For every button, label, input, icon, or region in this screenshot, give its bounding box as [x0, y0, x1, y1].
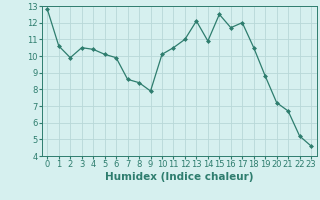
X-axis label: Humidex (Indice chaleur): Humidex (Indice chaleur): [105, 172, 253, 182]
